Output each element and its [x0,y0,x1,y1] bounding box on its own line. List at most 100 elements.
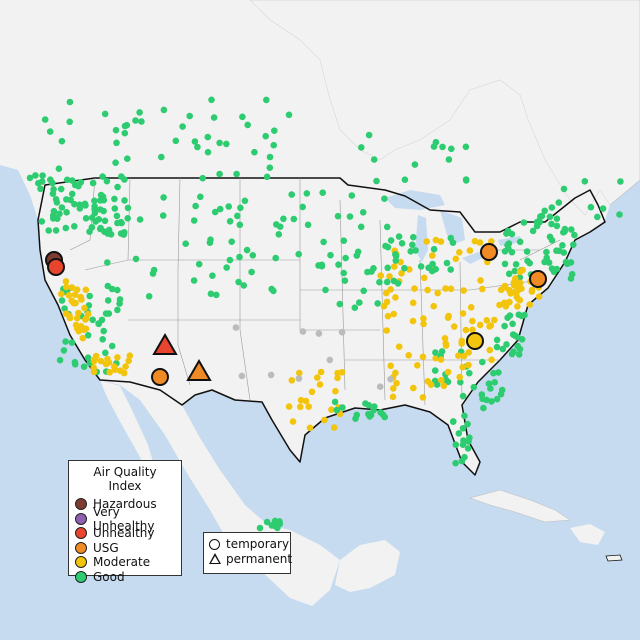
monitoring-site-dot [232,324,240,331]
monitoring-site-dot [211,208,219,216]
monitoring-site-dot [376,278,383,286]
monitoring-site-dot [158,153,165,161]
monitoring-site-dot [354,248,362,256]
monitoring-site-dot [38,218,46,225]
monitoring-site-dot [45,227,52,234]
usg-temporary-marker[interactable] [151,368,169,386]
monitoring-site-dot [395,233,403,240]
monitoring-site-dot [493,336,501,344]
monitoring-site-dot [455,430,463,437]
monitoring-site-dot [512,290,520,298]
monitoring-site-dot [240,282,248,289]
cuba [469,489,571,523]
monitoring-site-dot [428,267,436,275]
legend-title: Air Quality Index [93,465,157,493]
monitoring-site-dot [132,117,139,124]
usg-temporary-marker[interactable] [529,270,547,288]
unhealthy-permanent-marker[interactable] [152,333,178,355]
monitoring-site-dot [356,299,363,306]
monitoring-site-dot [288,191,296,198]
monitoring-site-dot [340,269,348,277]
monitoring-site-dot [505,240,513,247]
monitoring-site-dot [464,445,472,452]
monitoring-site-dot [275,231,283,238]
monitoring-site-dot [41,116,49,123]
monitoring-site-dot [68,190,76,198]
monitoring-site-dot [387,237,395,244]
monitoring-site-dot [315,330,323,337]
monitoring-site-dot [104,355,111,363]
monitoring-site-dot [524,257,531,265]
usg-permanent-marker[interactable] [186,359,212,381]
legend-label: Very Unhealthy [93,504,155,533]
monitoring-site-dot [86,228,93,235]
monitoring-site-dot [239,113,246,121]
monitoring-site-dot [509,331,517,338]
monitoring-site-dot [470,383,478,391]
monitoring-site-dot [82,315,90,322]
monitoring-site-dot [462,143,470,151]
monitoring-site-dot [401,176,409,183]
monitoring-site-dot [96,206,104,213]
monitoring-site-dot [464,420,471,428]
monitoring-site-dot [421,274,428,282]
monitoring-site-dot [471,237,479,245]
monitoring-site-dot [251,148,258,156]
monitoring-site-dot [116,300,123,307]
monitoring-site-dot [241,197,249,205]
monitoring-site-dot [383,327,391,334]
monitoring-site-dot [409,317,417,325]
monitoring-site-dot [430,302,438,310]
monitoring-site-dot [393,379,400,387]
monitoring-site-dot [210,114,218,121]
monitoring-site-dot [216,170,223,178]
monitoring-site-dot [285,403,293,410]
monitoring-site-dot [561,225,569,233]
monitoring-site-dot [60,347,68,354]
monitoring-site-dot [82,215,90,222]
unhealthy-temporary-marker[interactable] [47,258,65,276]
monitoring-site-dot [501,260,509,268]
monitoring-site-dot [97,224,104,232]
monitoring-site-dot [504,227,512,235]
hispaniola [570,524,605,545]
legend-item-unhealthy: Unhealthy [75,526,175,541]
monitoring-site-dot [100,327,107,335]
monitoring-site-dot [434,289,442,297]
monitoring-site-dot [295,250,303,258]
usg-temporary-marker[interactable] [480,243,498,261]
monitoring-site-dot [104,297,112,304]
monitoring-site-dot [160,106,168,114]
monitoring-site-dot [77,323,85,330]
moderate-temporary-marker[interactable] [466,332,484,350]
monitoring-site-dot [379,411,387,418]
monitoring-site-dot [412,247,419,254]
monitoring-site-dot [73,286,81,294]
monitoring-site-dot [145,293,153,300]
monitoring-site-dot [553,215,561,222]
monitoring-site-dot [411,285,418,292]
monitoring-site-dot [438,376,445,384]
monitoring-site-dot [208,96,215,104]
monitoring-site-dot [466,434,473,442]
monitoring-site-dot [238,372,246,380]
hotspot-markers[interactable] [45,243,547,386]
monitoring-site-dot [39,172,46,179]
monitoring-site-dot [272,254,280,262]
monitoring-site-dot [297,403,304,411]
legend-label: Unhealthy [93,526,155,541]
monitoring-site-dot [297,396,305,404]
puerto-rico [605,554,623,562]
monitoring-site-dot [459,310,467,317]
monitoring-site-dot [417,263,425,270]
baja-california [100,380,158,478]
monitoring-site-dot [485,380,493,388]
monitoring-site-dot [303,190,311,197]
monitoring-site-dot [429,260,436,268]
monitoring-site-dot [91,197,98,205]
monitoring-site-dot [32,172,39,179]
monitoring-site-dot [452,441,460,449]
monitoring-site-dot [515,284,522,292]
monitoring-site-dot [541,258,548,266]
monitoring-site-dot [102,360,110,368]
